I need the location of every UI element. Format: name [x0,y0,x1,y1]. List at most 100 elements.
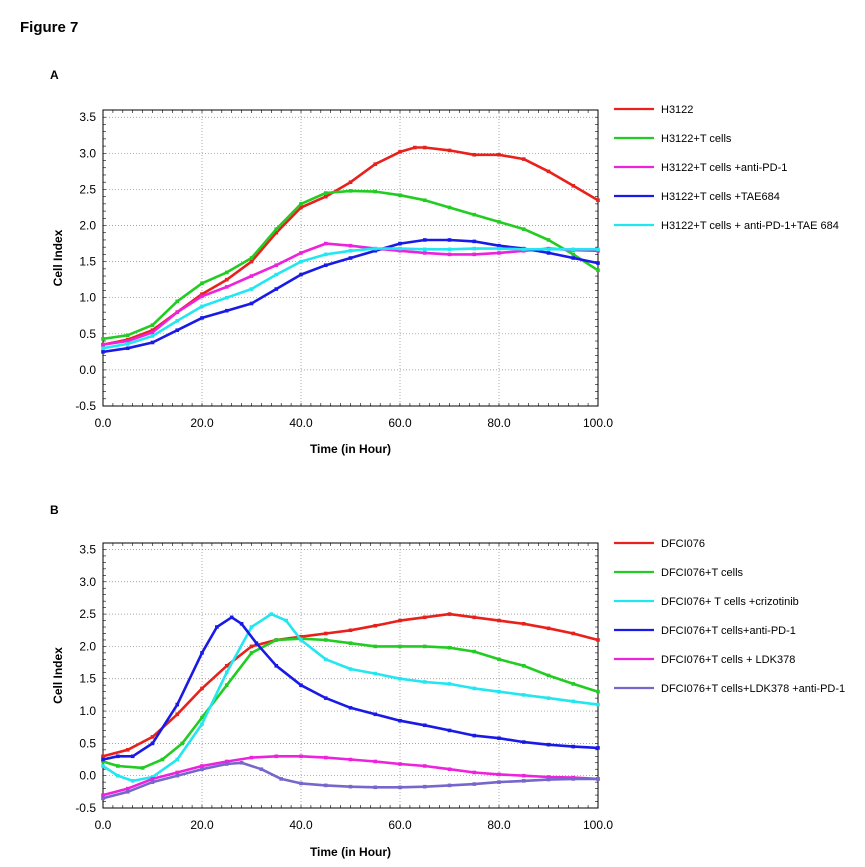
data-point [299,202,303,206]
data-point [422,644,427,649]
data-point [422,247,427,252]
data-point [125,790,130,794]
data-point [348,256,353,260]
data-point [150,741,155,746]
data-point [521,247,526,252]
data-point [125,346,130,351]
data-point [596,702,600,707]
y-tick-label: 3.0 [79,146,96,160]
data-point [299,683,303,687]
data-point [447,645,452,650]
data-point [546,696,551,700]
data-point [274,263,279,268]
data-point [373,759,378,764]
data-point [284,618,288,623]
data-point [323,191,328,195]
data-point [101,796,105,801]
data-point [150,735,155,739]
data-point [447,205,452,210]
series-2 [101,636,600,770]
data-point [274,227,279,231]
data-point [125,342,130,346]
data-point [348,628,353,633]
y-tick-label: 0.0 [79,363,96,377]
data-point [447,252,452,257]
y-tick-label: 2.0 [79,639,96,653]
data-point [274,230,279,235]
data-point [497,657,501,662]
data-point [571,777,576,781]
data-point [254,641,259,645]
legend-label: H3122+T cells +anti-PD-1 [661,162,787,174]
data-point [130,754,135,759]
x-tick-label: 0.0 [95,818,112,832]
panel-label-a: A [50,68,59,82]
x-tick-label: 40.0 [289,818,313,832]
data-point [224,270,229,275]
y-tick-label: 1.0 [79,291,96,305]
data-point [596,268,600,273]
data-point [101,793,105,797]
data-point [447,783,452,788]
x-tick-label: 20.0 [190,416,214,430]
data-point [521,773,526,778]
data-point [200,722,204,726]
data-point [348,180,353,184]
x-tick-label: 40.0 [289,416,313,430]
data-point [299,205,303,210]
data-point [224,308,229,313]
data-point [348,189,353,193]
data-point [546,742,551,747]
data-point [130,779,135,783]
data-point [259,767,264,772]
data-point [150,328,155,332]
data-point [224,285,229,289]
data-point [249,755,254,760]
plot-area [102,542,599,809]
legend-label: DFCI076+T cells+anti-PD-1 [661,625,796,637]
data-point [398,785,402,790]
data-point [323,252,328,257]
data-point [571,256,576,260]
x-tick-label: 80.0 [487,416,511,430]
data-point [175,299,180,304]
data-point [546,238,551,242]
chart-panel-a: 0.0 20.0 40.0 60.0 80.0 100.0 -0.5 0.0 0.5 1.0 1.5… [51,104,839,456]
data-point [422,680,427,684]
data-point [348,706,353,710]
data-point [200,316,204,320]
data-point [150,340,155,345]
data-point [497,246,501,251]
data-point [224,295,229,300]
data-point [447,247,452,252]
data-point [274,287,279,291]
data-point [299,272,303,277]
data-point [398,676,402,681]
data-point [175,702,180,707]
data-point [323,657,328,662]
data-point [571,631,576,636]
data-point [323,783,328,788]
data-point [224,683,229,687]
data-point [249,287,254,291]
data-point [472,649,477,654]
data-point [101,764,105,768]
series-line [102,637,599,770]
y-tick-label: 3.5 [79,542,96,556]
data-point [323,755,328,760]
data-point [274,272,279,277]
x-axis-label: Time (in Hour) [310,442,391,456]
data-point [373,644,378,649]
series-line [102,761,598,800]
y-tick-label: 1.0 [79,704,96,718]
data-point [279,777,283,781]
legend-label: H3122+T cells + anti-PD-1+TAE 684 [661,220,839,232]
data-point [150,334,155,338]
data-point [497,220,501,224]
data-point [249,651,254,655]
data-point [497,772,501,777]
data-point [299,251,303,255]
data-point [299,754,303,759]
data-point [472,239,477,244]
data-point [472,686,477,691]
